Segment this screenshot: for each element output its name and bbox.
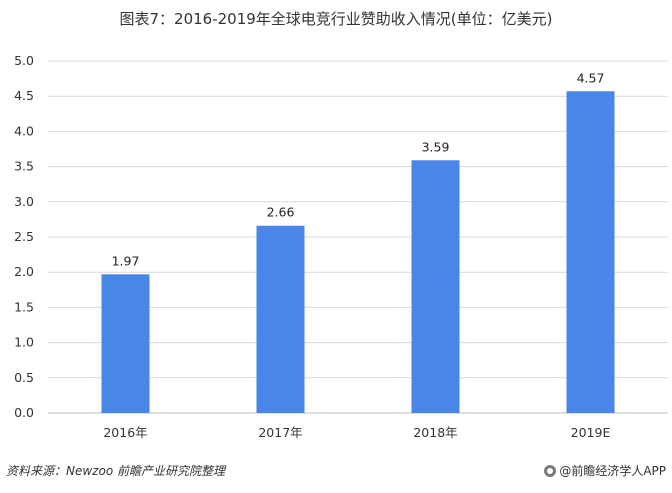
y-tick-label: 4.0 xyxy=(14,123,34,138)
data-label: 2.66 xyxy=(267,205,295,220)
data-labels: 1.97 2.66 3.59 4.57 xyxy=(112,70,605,268)
y-tick-label: 3.0 xyxy=(14,194,34,209)
y-tick-label: 4.5 xyxy=(14,88,34,103)
x-tick-label: 2018年 xyxy=(413,425,457,440)
x-axis-ticks: 2016年 2017年 2018年 2019E xyxy=(103,425,610,440)
y-tick-label: 1.5 xyxy=(14,299,34,314)
bar xyxy=(411,160,460,413)
y-tick-label: 2.5 xyxy=(14,229,34,244)
y-tick-label: 2.0 xyxy=(14,264,34,279)
y-tick-label: 0.0 xyxy=(14,405,34,420)
chart-title: 图表7：2016-2019年全球电竞行业赞助收入情况(单位：亿美元) xyxy=(119,10,553,28)
data-label: 3.59 xyxy=(422,139,450,154)
brand-text: @前瞻经济学人APP xyxy=(559,464,666,478)
bar xyxy=(566,91,615,413)
y-tick-label: 0.5 xyxy=(14,370,34,385)
source-note: 资料来源：Newzoo 前瞻产业研究院整理 xyxy=(6,464,225,478)
data-label: 4.57 xyxy=(577,70,605,85)
bar xyxy=(101,274,150,413)
x-tick-label: 2017年 xyxy=(258,425,302,440)
y-tick-label: 1.0 xyxy=(14,335,34,350)
y-axis-ticks: 0.0 0.5 1.0 1.5 2.0 2.5 3.0 3.5 4.0 4.5 5.0 xyxy=(14,53,34,420)
brand-credit: @前瞻经济学人APP xyxy=(544,462,666,479)
y-tick-label: 3.5 xyxy=(14,159,34,174)
x-tick-label: 2019E xyxy=(571,425,611,440)
x-tick-label: 2016年 xyxy=(103,425,147,440)
gridlines xyxy=(48,60,668,414)
brand-logo-icon xyxy=(544,464,557,477)
bar xyxy=(256,225,305,413)
bars xyxy=(101,91,615,413)
data-label: 1.97 xyxy=(112,253,140,268)
y-tick-label: 5.0 xyxy=(14,53,34,68)
